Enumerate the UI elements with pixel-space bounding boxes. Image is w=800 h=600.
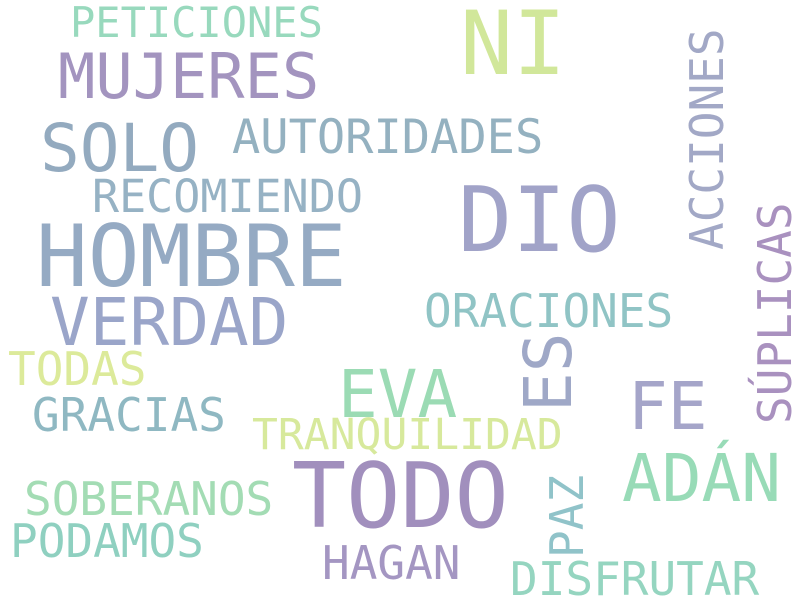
word-adan: ADÁN bbox=[622, 440, 781, 517]
word-hombre: HOMBRE bbox=[36, 207, 347, 307]
word-tranquilidad: TRANQUILIDAD bbox=[252, 410, 563, 460]
word-eva: EVA bbox=[338, 356, 458, 433]
word-disfrutar: DISFRUTAR bbox=[510, 552, 760, 600]
word-mujeres: MUJERES bbox=[58, 40, 320, 113]
word-ni: NI bbox=[460, 0, 566, 95]
word-solo: SOLO bbox=[40, 110, 199, 187]
word-es: ES bbox=[510, 332, 587, 412]
word-verdad: VERDAD bbox=[50, 284, 289, 361]
word-recomiendo: RECOMIENDO bbox=[92, 170, 363, 223]
word-dio: DIO bbox=[458, 168, 621, 273]
word-oraciones: ORACIONES bbox=[424, 284, 674, 338]
word-todas: TODAS bbox=[8, 342, 147, 396]
word-autoridades: AUTORIDADES bbox=[232, 110, 544, 165]
word-acciones: ACCIONES bbox=[680, 28, 734, 250]
word-suplicas: SÚPLICAS bbox=[748, 202, 800, 424]
word-soberanos: SOBERANOS bbox=[24, 472, 274, 526]
word-peticiones: PETICIONES bbox=[70, 0, 323, 47]
word-hagan: HAGAN bbox=[322, 536, 461, 590]
word-gracias: GRACIAS bbox=[32, 388, 226, 442]
word-paz: PAZ bbox=[540, 474, 594, 558]
word-podamos: PODAMOS bbox=[10, 514, 204, 568]
word-todo: TODO bbox=[292, 444, 509, 549]
word-fe: FE bbox=[628, 368, 708, 445]
